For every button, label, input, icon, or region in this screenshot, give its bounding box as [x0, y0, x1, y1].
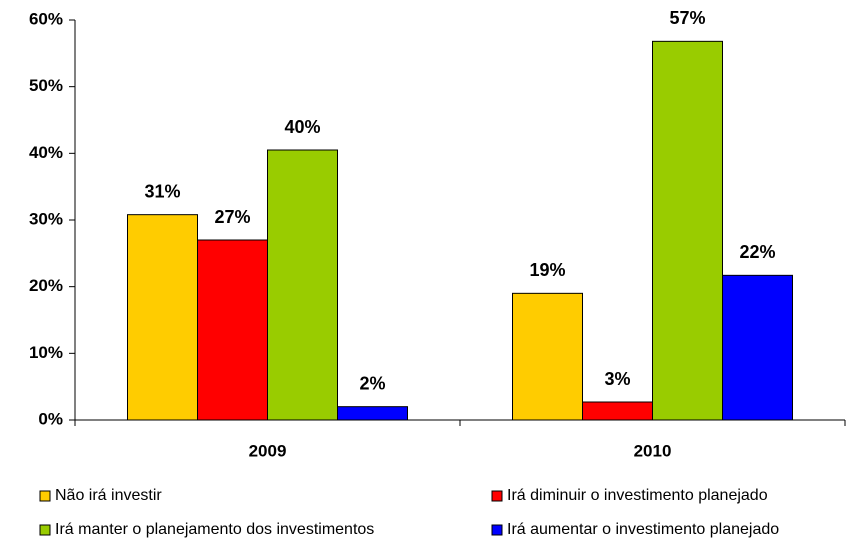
data-label: 22% [739, 242, 775, 262]
bar [197, 239, 268, 421]
data-label: 19% [529, 260, 565, 280]
x-tick-label: 2009 [249, 441, 287, 460]
legend-label: Irá aumentar o investimento planejado [507, 521, 779, 538]
data-label: 31% [144, 181, 180, 201]
y-tick-label: 20% [29, 276, 63, 295]
y-tick-label: 0% [38, 409, 63, 428]
bar [722, 274, 793, 421]
x-tick-label: 2010 [634, 441, 672, 460]
data-label: 3% [604, 369, 630, 389]
legend-swatch [39, 524, 51, 536]
bar [337, 406, 408, 421]
data-label: 27% [214, 207, 250, 227]
legend-swatch [491, 490, 503, 502]
legend-label: Irá manter o planejamento dos investimen… [55, 521, 374, 538]
y-tick-label: 30% [29, 209, 63, 228]
bar [652, 40, 723, 421]
data-label: 2% [359, 373, 385, 393]
bar [127, 214, 198, 421]
data-label: 40% [284, 117, 320, 137]
legend-label: Não irá investir [55, 487, 162, 504]
bar [267, 149, 338, 421]
y-tick-label: 60% [29, 9, 63, 28]
legend-swatch [491, 524, 503, 536]
bar [512, 292, 583, 421]
bar [582, 401, 653, 421]
y-tick-label: 40% [29, 143, 63, 162]
data-label: 57% [669, 8, 705, 28]
legend-swatch [39, 490, 51, 502]
y-tick-label: 50% [29, 76, 63, 95]
y-tick-label: 10% [29, 343, 63, 362]
legend-label: Irá diminuir o investimento planejado [507, 487, 768, 504]
